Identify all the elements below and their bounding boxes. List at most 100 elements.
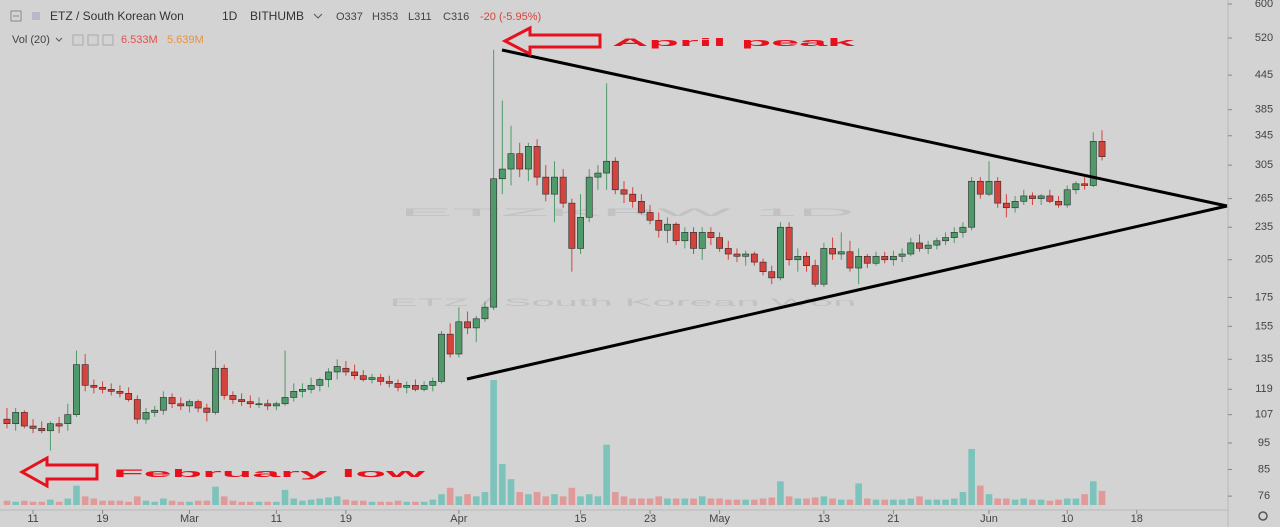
settings-icon[interactable]	[87, 34, 99, 46]
volume-bar	[1055, 499, 1062, 505]
volume-bar	[116, 500, 124, 505]
change: -20 (-5.95%)	[480, 11, 541, 23]
ohlc-low: L311	[408, 11, 432, 23]
volume-bar	[881, 499, 889, 505]
volume-bar	[38, 501, 46, 505]
volume-bar	[985, 494, 993, 505]
settings-gear[interactable]	[1258, 511, 1268, 521]
volume-bar	[933, 499, 941, 505]
volume-bar	[12, 501, 19, 505]
volume-bar	[716, 498, 723, 505]
volume-bar	[742, 499, 749, 505]
candle-body	[942, 237, 949, 242]
volume-bar	[577, 496, 584, 505]
candle-body	[924, 244, 932, 249]
volume-bar	[99, 500, 106, 505]
ohlc-open: O337	[336, 11, 363, 23]
candle-body	[212, 367, 219, 413]
candle-body	[438, 333, 445, 382]
volume-bar	[890, 499, 897, 505]
volume-bar	[959, 492, 967, 505]
candle-body	[611, 160, 619, 191]
candle-body	[342, 367, 350, 373]
y-tick-label: 305	[1255, 159, 1273, 171]
y-tick-label: 76	[1258, 490, 1270, 502]
candle-body	[655, 219, 663, 231]
volume-bar	[47, 499, 54, 505]
candle-body	[3, 418, 11, 425]
volume-label[interactable]: Vol (20)	[12, 34, 50, 46]
volume-bar	[968, 448, 975, 505]
collapse-icon[interactable]	[10, 10, 22, 22]
y-tick-label: 119	[1255, 383, 1273, 395]
volume-bar	[533, 492, 541, 505]
volume-bar	[107, 500, 115, 505]
volume-bar	[907, 498, 915, 505]
candle-body	[881, 255, 889, 261]
volume-bar	[837, 499, 845, 505]
volume-bar	[646, 498, 654, 505]
y-tick-label: 235	[1255, 221, 1273, 233]
volume-bar	[1063, 498, 1071, 505]
candle-body	[429, 381, 437, 386]
volume-bar	[594, 496, 602, 505]
volume-bar	[1011, 499, 1019, 505]
volume-bar	[620, 496, 628, 505]
volume-bar	[1003, 498, 1010, 505]
candle-body	[403, 385, 411, 388]
candle-body	[820, 248, 828, 285]
x-tick-label: 18	[1131, 513, 1143, 525]
volume-bar	[733, 499, 741, 505]
volume-bar	[794, 498, 802, 505]
interval[interactable]: 1D	[222, 9, 238, 23]
candle-body	[750, 253, 758, 263]
close-icon[interactable]	[102, 34, 114, 46]
volume-bar	[160, 498, 167, 505]
eye-icon[interactable]	[72, 34, 84, 46]
candle-body	[568, 202, 576, 249]
candle-body	[690, 232, 697, 249]
volume-bar	[829, 498, 836, 505]
ohlc-high: H353	[372, 11, 398, 23]
volume-bar	[29, 501, 37, 505]
volume-bar	[472, 496, 480, 505]
candle-body	[542, 176, 550, 195]
y-tick-label: 345	[1255, 130, 1273, 142]
volume-bar	[942, 499, 949, 505]
volume-bar	[73, 485, 80, 505]
exchange[interactable]: BITHUMB	[250, 9, 304, 23]
volume-bar	[499, 464, 506, 505]
candle-body	[490, 178, 498, 308]
volume-bar	[559, 496, 567, 505]
volume-bar	[542, 496, 550, 505]
candle-body	[1072, 183, 1080, 191]
candle-body	[698, 232, 706, 249]
candle-body	[742, 253, 750, 257]
volume-bar	[655, 496, 663, 505]
volume-bar	[855, 483, 862, 505]
volume-bar	[672, 498, 680, 505]
candle-body	[916, 242, 923, 249]
candle-body	[898, 253, 906, 257]
candle-body	[594, 172, 602, 178]
volume-bar	[3, 500, 11, 505]
volume-bar	[759, 498, 767, 505]
volume-bar	[1020, 498, 1028, 505]
candle-body	[559, 176, 567, 204]
volume-bar	[1098, 490, 1106, 505]
volume-bar	[446, 487, 454, 505]
candle-body	[333, 366, 341, 373]
symbol-title[interactable]: ETZ / South Korean Won	[50, 9, 184, 23]
x-tick-label: May	[709, 513, 730, 525]
candle-body	[359, 375, 367, 380]
volume-bar	[724, 499, 732, 505]
volume-bar	[186, 501, 193, 505]
chevron[interactable]	[313, 13, 323, 19]
candle-body	[194, 401, 202, 409]
candle-body	[246, 401, 254, 405]
volume-bar	[386, 501, 393, 505]
volume-bar	[420, 501, 428, 505]
candle-body	[994, 180, 1002, 204]
chevron[interactable]	[55, 37, 63, 42]
